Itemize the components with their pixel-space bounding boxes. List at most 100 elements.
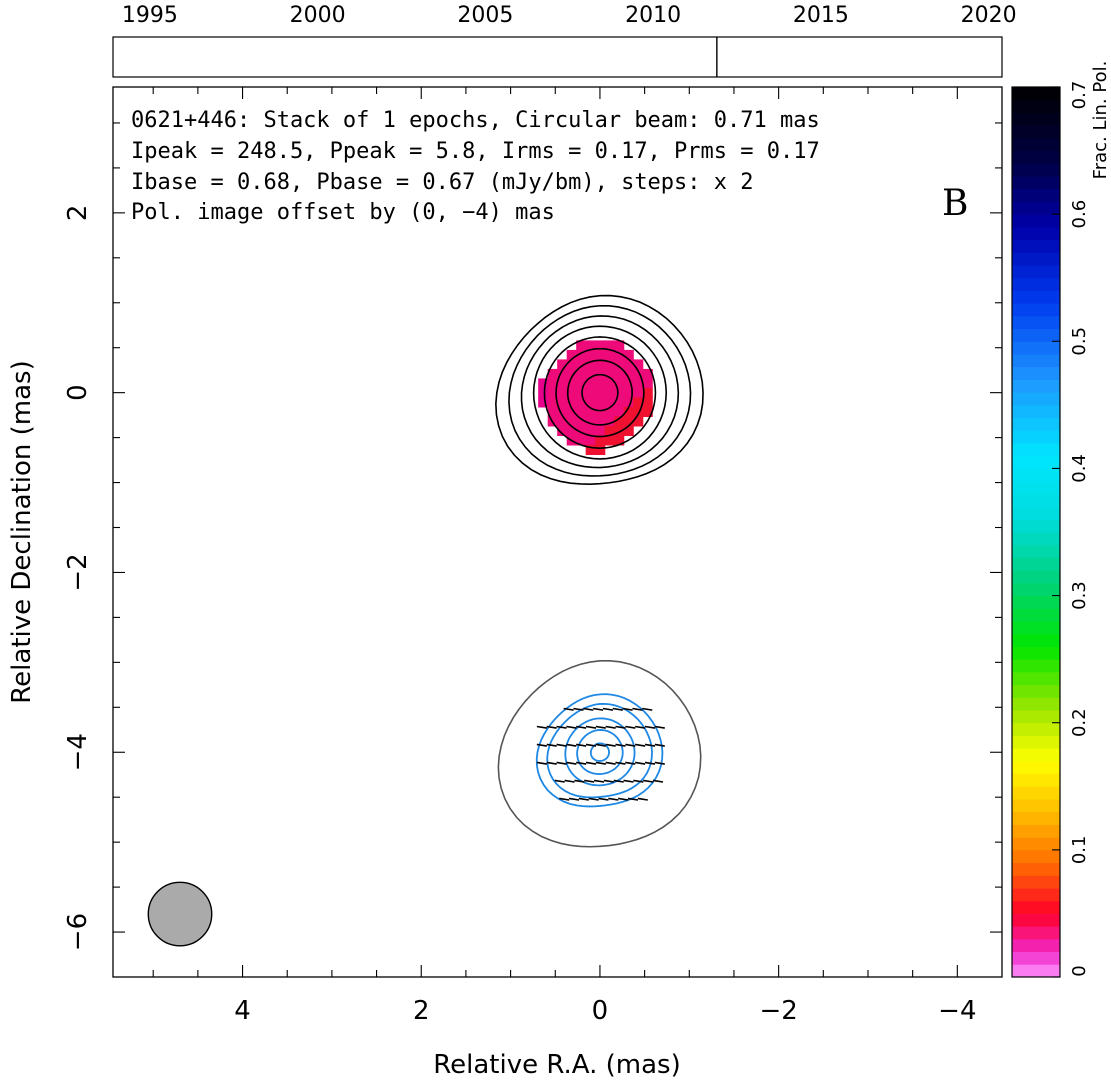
evpa-tick xyxy=(635,725,646,729)
colorbar-band xyxy=(1012,315,1060,330)
colorbar-band xyxy=(1012,862,1060,876)
frac-pol-pixel xyxy=(604,425,615,437)
evpa-tick xyxy=(627,797,639,801)
evpa-tick xyxy=(585,743,597,747)
colorbar-band xyxy=(1012,519,1060,533)
frac-pol-pixel xyxy=(614,349,625,361)
frac-pol-pixel xyxy=(604,387,615,399)
pol-contour xyxy=(576,729,624,775)
colorbar-band xyxy=(1012,811,1060,825)
frac-pol-pixel xyxy=(595,416,606,427)
evpa-tick xyxy=(654,743,665,747)
main-plot: 4 2 0 −2 −4 2 0 −2 −4 −6 0621+446: Stack of 1 epo… xyxy=(7,86,1003,1080)
frac-pol-pixel xyxy=(576,397,587,408)
frac-pol-pixel xyxy=(557,425,568,437)
colorbar-band xyxy=(1012,252,1060,266)
evpa-tick xyxy=(546,725,557,729)
frac-pol-pixel xyxy=(623,378,634,389)
colorbar-band xyxy=(1012,379,1060,393)
evpa-tick xyxy=(595,761,606,765)
frac-pol-pixel xyxy=(614,435,625,446)
frac-pol-pixel xyxy=(623,387,634,399)
colorbar-band xyxy=(1012,824,1060,838)
plot-frame xyxy=(112,86,1003,978)
colorbar-band xyxy=(1012,900,1060,914)
frac-pol-pixel xyxy=(576,368,587,380)
frac-pol-pixel xyxy=(585,349,596,361)
frac-pol-pixel xyxy=(642,397,653,408)
evpa-tick xyxy=(593,779,605,783)
evpa-tick xyxy=(615,743,626,747)
timeline-year-label: 2000 xyxy=(290,3,346,28)
evpa-tick xyxy=(546,761,557,765)
beam-ellipse xyxy=(147,881,213,947)
frac-pol-pixel xyxy=(595,349,606,361)
colorbar-tick-label: 0.2 xyxy=(1069,708,1090,737)
frac-pol-pixel xyxy=(547,378,558,389)
colorbar-band xyxy=(1012,582,1060,597)
colorbar-band xyxy=(1012,290,1060,304)
frac-pol-pixel xyxy=(633,397,644,408)
frac-pol-pixel xyxy=(547,368,558,380)
evpa-tick xyxy=(573,707,584,711)
frac-pol-pixel xyxy=(576,416,587,427)
annotation-line-2: Ipeak = 248.5, Ppeak = 5.8, Irms = 0.17,… xyxy=(131,139,820,164)
frac-pol-pixel xyxy=(633,387,644,399)
colorbar-band xyxy=(1012,112,1060,126)
colorbar-band xyxy=(1012,938,1060,953)
colorbar-band xyxy=(1012,125,1060,139)
frac-pol-pixel xyxy=(614,368,625,380)
frac-pol-pixel xyxy=(557,378,568,389)
y-tick-label: −2 xyxy=(63,553,93,591)
frac-pol-pixel xyxy=(576,359,587,370)
colorbar-band xyxy=(1012,760,1060,775)
evpa-tick xyxy=(625,761,636,765)
evpa-tick xyxy=(566,761,577,765)
colorbar-band xyxy=(1012,849,1060,864)
frac-pol-pixel xyxy=(642,387,653,399)
evpa-tick xyxy=(654,725,665,729)
frac-pol-pixel xyxy=(633,359,644,370)
annotation-line-1: 0621+446: Stack of 1 epochs, Circular be… xyxy=(131,108,820,133)
frac-pol-pixel xyxy=(633,416,644,427)
frac-pol-pixel xyxy=(547,397,558,408)
intensity-contour xyxy=(543,336,657,449)
frac-pol-pixel xyxy=(614,340,625,351)
colorbar-band xyxy=(1012,239,1060,253)
timeline-year-label: 2015 xyxy=(793,3,849,28)
frac-pol-pixel xyxy=(557,368,568,380)
intensity-contour xyxy=(555,347,645,438)
frac-pol-pixel xyxy=(604,349,615,361)
frac-pol-pixel xyxy=(595,378,606,389)
evpa-tick xyxy=(576,743,587,747)
colorbar-band xyxy=(1012,773,1060,787)
colorbar-band xyxy=(1012,87,1060,101)
evpa-tick xyxy=(613,779,624,783)
evpa-tick xyxy=(635,761,646,765)
frac-pol-pixel xyxy=(585,397,596,408)
colorbar-band xyxy=(1012,926,1060,940)
colorbar-label: Frac. Lin. Pol. xyxy=(1090,61,1111,180)
colorbar-band xyxy=(1012,265,1060,279)
frac-pol-pixel xyxy=(566,349,577,361)
colorbar-band xyxy=(1012,799,1060,813)
frac-pol-pixel xyxy=(557,359,568,370)
evpa-tick xyxy=(643,779,654,783)
evpa-tick xyxy=(536,761,547,765)
evpa-tick xyxy=(605,725,616,729)
evpa-tick xyxy=(556,761,567,765)
evpa-tick xyxy=(652,779,664,783)
x-tick-label: −2 xyxy=(759,996,797,1026)
colorbar-band xyxy=(1012,277,1060,291)
colorbar-band xyxy=(1012,150,1060,164)
frac-pol-pixel xyxy=(623,406,634,418)
frac-pol-pixel xyxy=(614,406,625,418)
evpa-tick xyxy=(556,725,567,729)
frac-pol-pixel xyxy=(557,397,568,408)
evpa-tick xyxy=(559,797,570,801)
frac-pol-pixel xyxy=(614,359,625,370)
colorbar-band xyxy=(1012,646,1060,660)
evpa-tick xyxy=(622,707,633,711)
frac-pol-pixel xyxy=(566,368,577,380)
